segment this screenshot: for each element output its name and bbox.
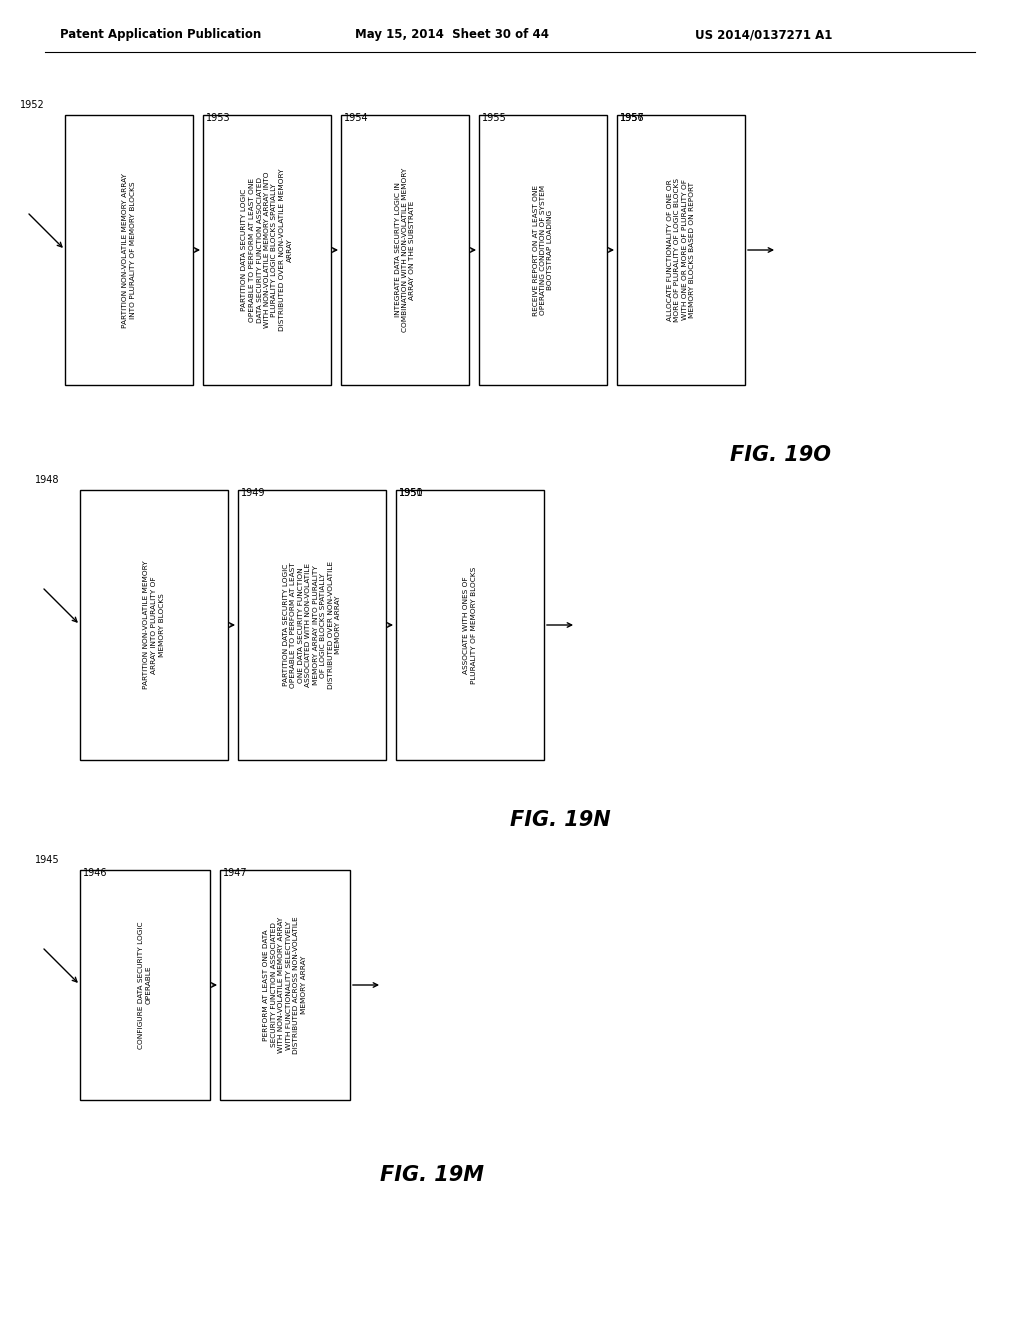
Text: 1945: 1945	[35, 855, 59, 865]
Text: INTEGRATE DATA SECURITY LOGIC IN
COMBINATION WITH NON-VOLATILE MEMORY
ARRAY ON T: INTEGRATE DATA SECURITY LOGIC IN COMBINA…	[394, 168, 416, 333]
Text: ASSOCIATE WITH ONES OF
PLURALITY OF MEMORY BLOCKS: ASSOCIATE WITH ONES OF PLURALITY OF MEMO…	[463, 566, 477, 684]
Text: FIG. 19N: FIG. 19N	[510, 810, 610, 830]
Text: 1956: 1956	[620, 114, 645, 123]
Text: 1950: 1950	[399, 488, 424, 498]
Text: 1951: 1951	[399, 488, 424, 498]
Text: PARTITION DATA SECURITY LOGIC
OPERABLE TO PERFORM AT LEAST ONE
DATA SECURITY FUN: PARTITION DATA SECURITY LOGIC OPERABLE T…	[242, 169, 293, 331]
Bar	[396, 490, 544, 760]
Text: US 2014/0137271 A1: US 2014/0137271 A1	[695, 28, 833, 41]
Text: 1957: 1957	[620, 114, 645, 123]
Text: 1948: 1948	[35, 475, 59, 484]
Text: PARTITION DATA SECURITY LOGIC
OPERABLE TO PERFORM AT LEAST
ONE DATA SECURITY FUN: PARTITION DATA SECURITY LOGIC OPERABLE T…	[283, 561, 341, 689]
Bar	[238, 490, 386, 760]
Bar	[80, 870, 210, 1100]
Text: 1949: 1949	[241, 488, 265, 498]
Text: 1955: 1955	[482, 114, 507, 123]
Text: 1946: 1946	[83, 869, 108, 878]
Text: 1953: 1953	[206, 114, 230, 123]
Bar	[617, 115, 745, 385]
Text: FIG. 19M: FIG. 19M	[380, 1166, 484, 1185]
Bar	[341, 115, 469, 385]
Text: 1947: 1947	[223, 869, 248, 878]
Text: 1952: 1952	[20, 100, 45, 110]
Text: ALLOCATE FUNCTIONALITY OF ONE OR
MORE OF PLURALITY OF LOGIC BLOCKS
WITH ONE OR M: ALLOCATE FUNCTIONALITY OF ONE OR MORE OF…	[667, 178, 695, 322]
Bar	[203, 115, 331, 385]
Text: May 15, 2014  Sheet 30 of 44: May 15, 2014 Sheet 30 of 44	[355, 28, 549, 41]
Bar	[220, 870, 350, 1100]
Bar	[479, 115, 607, 385]
Text: 1954: 1954	[344, 114, 369, 123]
Text: Patent Application Publication: Patent Application Publication	[60, 28, 261, 41]
Text: CONFIGURE DATA SECURITY LOGIC
OPERABLE: CONFIGURE DATA SECURITY LOGIC OPERABLE	[138, 921, 152, 1049]
Text: RECEIVE REPORT ON AT LEAST ONE
OPERATING CONDITION OF SYSTEM
BOOTSTRAP LOADING: RECEIVE REPORT ON AT LEAST ONE OPERATING…	[532, 185, 554, 315]
Text: PERFORM AT LEAST ONE DATA
SECURITY FUNCTION ASSOCIATED
WITH NON-VOLATILE MEMORY : PERFORM AT LEAST ONE DATA SECURITY FUNCT…	[263, 916, 307, 1053]
Text: FIG. 19O: FIG. 19O	[730, 445, 831, 465]
Text: PARTITION NON-VOLATILE MEMORY
ARRAY INTO PLURALITY OF
MEMORY BLOCKS: PARTITION NON-VOLATILE MEMORY ARRAY INTO…	[143, 561, 165, 689]
Text: PARTITION NON-VOLATILE MEMORY ARRAY
INTO PLURALITY OF MEMORY BLOCKS: PARTITION NON-VOLATILE MEMORY ARRAY INTO…	[122, 173, 136, 327]
Bar	[65, 115, 193, 385]
Bar	[80, 490, 228, 760]
